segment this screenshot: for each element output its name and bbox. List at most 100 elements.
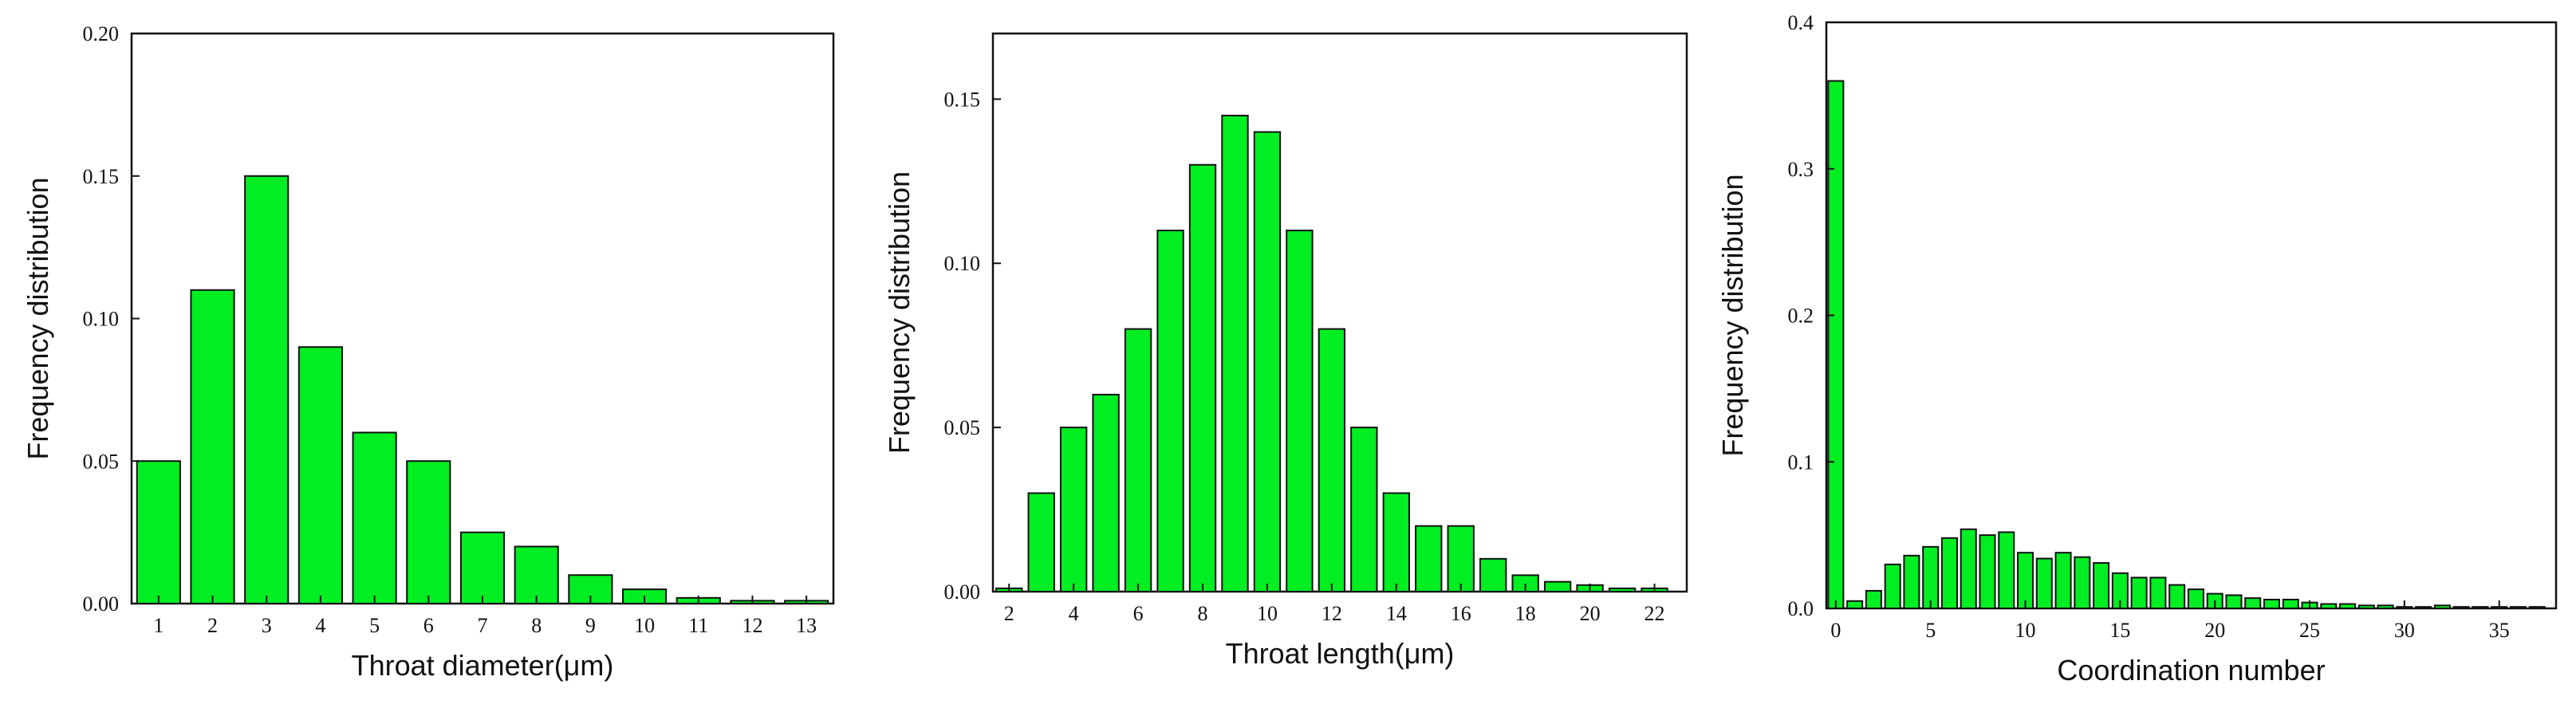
bar-14 xyxy=(2093,562,2110,609)
bar-12 xyxy=(1318,328,1346,592)
bar-0 xyxy=(1827,80,1845,609)
bar-23 xyxy=(2263,598,2281,609)
bar-3 xyxy=(244,175,290,604)
chart-throat-length: 2 4 6 8 10 12 14 16 18 20 22 0.00 0.05 0.10 0.15 Thro… xyxy=(883,32,1688,670)
chart-throat-diameter: 1 2 3 4 5 6 7 8 9 10 11 12 13 0.000.050.100.150.20 T… xyxy=(22,22,835,682)
bar-19 xyxy=(1543,580,1572,593)
bar-group xyxy=(136,175,829,605)
bar-6 xyxy=(1124,328,1152,592)
bar-13 xyxy=(2074,556,2091,609)
y-tick-label: 0.15 xyxy=(944,88,981,111)
bar-24 xyxy=(2282,598,2299,609)
bar-3 xyxy=(1027,492,1055,592)
y-tick-label: 0.20 xyxy=(83,22,120,45)
bar-27 xyxy=(2339,603,2357,609)
bar-11 xyxy=(2035,557,2053,610)
y-tick-label: 0.0 xyxy=(1788,597,1814,620)
plot-frame xyxy=(1825,21,2558,610)
bar-33 xyxy=(2452,606,2470,609)
y-tick-label: 0.00 xyxy=(83,592,120,616)
x-tick-label: 30 xyxy=(2394,619,2415,642)
x-tick-label: 2 xyxy=(1004,602,1014,625)
bar-15 xyxy=(1415,525,1443,593)
x-axis-ticks: 2 4 6 8 10 12 14 16 18 20 22 xyxy=(1004,584,1665,625)
bar-21 xyxy=(1608,587,1637,593)
y-axis-label: Frequency distribution xyxy=(22,177,54,459)
y-axis-label: Frequency distribution xyxy=(1716,174,1749,456)
bar-34 xyxy=(2472,606,2489,609)
x-tick-label: 12 xyxy=(1321,602,1342,625)
bar-26 xyxy=(2320,603,2338,609)
x-tick-label: 13 xyxy=(796,614,817,637)
bar-22 xyxy=(2244,597,2262,610)
bar-group xyxy=(1827,80,2546,610)
x-tick-label: 35 xyxy=(2489,619,2510,642)
y-tick-label: 0.05 xyxy=(83,450,120,473)
x-tick-label: 12 xyxy=(742,614,762,637)
bar-1 xyxy=(136,460,181,604)
bar-5 xyxy=(1922,545,1940,610)
x-tick-label: 20 xyxy=(1580,602,1601,625)
bar-17 xyxy=(1479,557,1507,593)
y-tick-label: 0.00 xyxy=(944,580,981,604)
bar-11 xyxy=(1286,230,1314,592)
x-tick-label: 2 xyxy=(207,614,218,637)
chart-coordination-number: 0 5 10 15 20 25 30 35 0.0 0.1 0.2 0.3 0.4 Coordinat… xyxy=(1716,11,2558,686)
bar-7 xyxy=(1960,528,1977,610)
x-tick-label: 1 xyxy=(153,614,163,637)
x-tick-label: 16 xyxy=(1451,602,1471,625)
y-tick-label: 0.05 xyxy=(944,416,981,439)
x-axis-ticks: 1 2 3 4 5 6 7 8 9 10 11 12 13 xyxy=(153,596,817,637)
bar-4 xyxy=(1903,554,1920,609)
x-tick-label: 8 xyxy=(531,614,542,637)
x-tick-label: 6 xyxy=(1133,602,1144,625)
y-tick-label: 0.15 xyxy=(83,165,120,188)
x-tick-label: 5 xyxy=(369,614,380,637)
bar-37 xyxy=(2528,606,2546,609)
x-tick-label: 20 xyxy=(2204,619,2225,642)
bar-31 xyxy=(2415,606,2432,609)
bar-4 xyxy=(297,346,344,604)
bar-5 xyxy=(352,431,397,604)
x-tick-label: 10 xyxy=(1257,602,1278,625)
x-tick-label: 7 xyxy=(478,614,488,637)
x-tick-label: 0 xyxy=(1830,619,1841,642)
bar-6 xyxy=(406,460,451,604)
y-axis-label: Frequency distribution xyxy=(883,171,916,454)
bar-16 xyxy=(1447,525,1475,593)
x-tick-label: 14 xyxy=(1386,602,1407,625)
x-tick-label: 4 xyxy=(1069,602,1079,625)
bar-10 xyxy=(1253,131,1282,592)
bar-8 xyxy=(1188,163,1217,592)
y-tick-label: 0.2 xyxy=(1788,305,1814,328)
y-tick-label: 0.10 xyxy=(83,308,120,331)
bar-17 xyxy=(2149,576,2167,609)
x-tick-label: 5 xyxy=(1925,619,1936,642)
bar-36 xyxy=(2509,606,2527,609)
bar-16 xyxy=(2130,576,2148,609)
y-axis-ticks: 0.00 0.05 0.10 0.15 xyxy=(944,88,1001,604)
bar-32 xyxy=(2433,604,2451,610)
bar-28 xyxy=(2357,604,2375,610)
bar-8 xyxy=(1979,534,1996,610)
x-tick-label: 18 xyxy=(1515,602,1536,625)
bar-13 xyxy=(1350,427,1378,592)
y-axis-ticks: 0.00 0.05 0.10 0.15 0.20 xyxy=(83,22,140,616)
x-tick-label: 11 xyxy=(688,614,708,637)
bar-7 xyxy=(1156,230,1184,592)
x-tick-label: 4 xyxy=(315,614,325,637)
x-tick-label: 8 xyxy=(1198,602,1208,625)
x-tick-label: 25 xyxy=(2299,619,2320,642)
x-tick-label: 10 xyxy=(634,614,655,637)
bar-group xyxy=(995,114,1668,593)
bar-19 xyxy=(2187,588,2204,609)
bar-1 xyxy=(1846,600,1864,609)
x-axis-ticks: 0 5 10 15 20 25 30 35 xyxy=(1830,600,2510,642)
bar-12 xyxy=(2054,552,2072,609)
bar-9 xyxy=(1998,531,2015,610)
y-tick-label: 0.3 xyxy=(1788,158,1814,181)
bar-9 xyxy=(1221,114,1249,592)
bar-29 xyxy=(2377,604,2394,610)
bar-18 xyxy=(2168,584,2186,609)
